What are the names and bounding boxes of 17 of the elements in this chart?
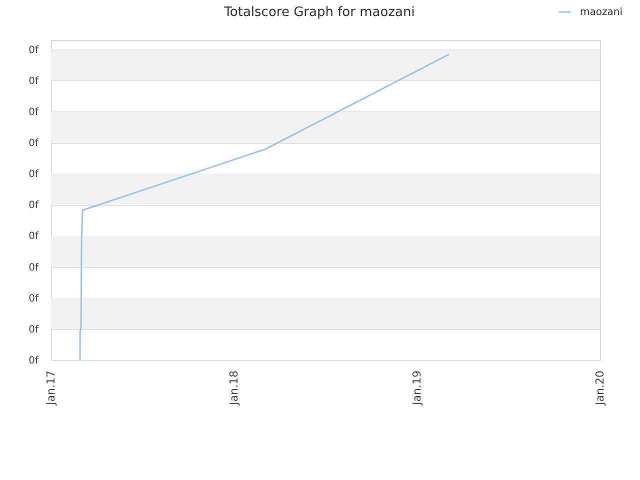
- text: 0f: [28, 76, 39, 87]
- text: 0f: [28, 138, 39, 150]
- text: 0f: [28, 44, 39, 56]
- text: 0f: [28, 106, 39, 118]
- x-tick-label: Jan.19: [410, 370, 424, 406]
- text: 0f: [28, 356, 39, 366]
- x-tick-label: Jan.17: [44, 370, 58, 406]
- text: 0f: [28, 324, 39, 336]
- text: 0f: [28, 262, 39, 274]
- text: 0f: [28, 231, 39, 242]
- x-tick-label: Jan.20: [594, 370, 606, 406]
- x-tick-label: Jan.18: [228, 370, 240, 406]
- text: 0f: [28, 169, 39, 180]
- legend-label: maozani: [580, 7, 622, 18]
- text: 0f: [28, 293, 39, 304]
- text: 0f: [28, 200, 39, 212]
- chart-title: Totalscore Graph for maozani: [223, 5, 415, 20]
